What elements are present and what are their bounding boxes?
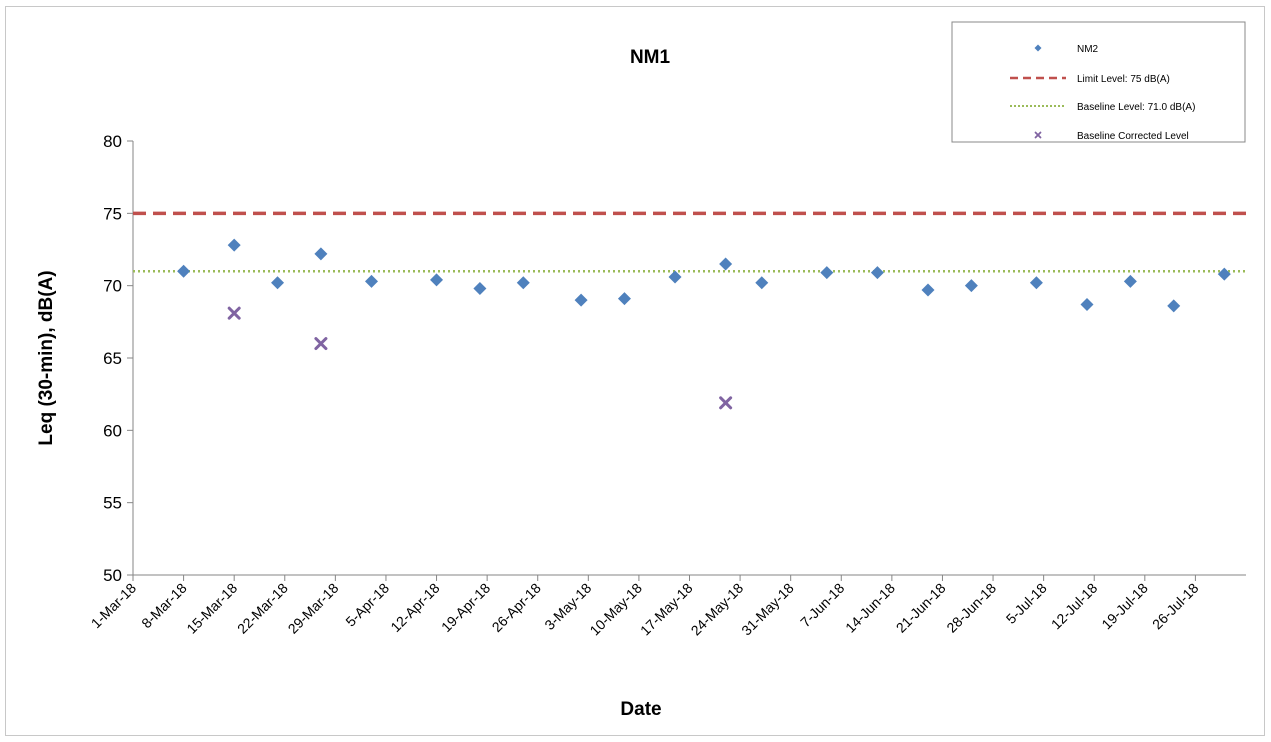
x-tick-label: 5-Apr-18 (342, 580, 392, 630)
x-tick-label: 3-May-18 (541, 580, 594, 633)
nm2-point (516, 276, 530, 290)
x-tick-label: 26-Jul-18 (1149, 580, 1202, 633)
nm2-point (314, 247, 328, 261)
x-tick-label: 7-Jun-18 (797, 580, 848, 631)
chart-title: NM1 (630, 47, 671, 68)
x-tick-label: 14-Jun-18 (842, 580, 898, 636)
y-tick-label: 65 (103, 349, 122, 368)
nm2-point (617, 292, 631, 306)
x-tick-label: 8-Mar-18 (138, 580, 190, 632)
nm2-point (964, 279, 978, 293)
nm2-point (365, 274, 378, 288)
legend-corrected-swatch (1034, 131, 1042, 139)
x-tick-label: 17-May-18 (637, 580, 696, 639)
nm2-point (921, 283, 935, 297)
baseline-corrected-point (314, 337, 328, 351)
nm2-point (719, 257, 733, 271)
y-tick-label: 50 (103, 566, 122, 585)
legend-label: NM2 (1077, 44, 1099, 55)
y-tick-label: 55 (103, 494, 122, 513)
nm2-point (870, 266, 884, 280)
legend-box (951, 21, 1246, 143)
nm2-point (1123, 274, 1137, 288)
nm2-point (755, 276, 769, 290)
nm2-point (473, 282, 487, 296)
x-tick-label: 15-Mar-18 (183, 580, 240, 637)
x-tick-label: 19-Jul-18 (1098, 580, 1151, 633)
x-tick-label: 22-Mar-18 (234, 580, 291, 637)
x-tick-label: 12-Jul-18 (1048, 580, 1101, 633)
legend: NM2 Limit Level: 75 dB(A) Baseline Level: … (951, 21, 1246, 143)
nm2-point (1217, 267, 1231, 281)
x-tick-label: 10-May-18 (586, 580, 645, 639)
x-tick-label: 19-Apr-18 (438, 580, 493, 635)
legend-label: Baseline Level: 71.0 dB(A) (1077, 102, 1195, 113)
x-tick-label: 28-Jun-18 (943, 580, 999, 636)
y-axis-label: Leq (30-min), dB(A) (36, 270, 57, 445)
x-tick-label: 12-Apr-18 (387, 580, 442, 635)
reference-lines (133, 211, 1246, 273)
y-tick-label: 75 (103, 204, 122, 223)
baseline-corrected-point (227, 306, 241, 320)
nm2-point (271, 276, 285, 290)
baseline-corrected-point (719, 396, 733, 410)
legend-nm2-swatch (1034, 44, 1042, 52)
y-tick-label: 80 (103, 132, 122, 151)
y-tick-label: 60 (103, 421, 122, 440)
x-tick-label: 24-May-18 (688, 580, 747, 639)
nm2-point (227, 238, 241, 252)
x-tick-label: 29-Mar-18 (284, 580, 341, 637)
legend-label: Baseline Corrected Level (1077, 131, 1189, 142)
nm2-point (574, 293, 588, 307)
legend-label: Limit Level: 75 dB(A) (1077, 74, 1170, 85)
nm2-point (1029, 276, 1043, 290)
x-tick-label: 5-Jul-18 (1003, 580, 1050, 627)
nm2-point (1167, 299, 1181, 313)
nm2-point (820, 266, 834, 280)
nm2-point (177, 264, 191, 278)
x-tick-label: 26-Apr-18 (489, 580, 544, 635)
x-tick-label: 21-Jun-18 (893, 580, 949, 636)
nm2-point (430, 273, 444, 287)
x-tick-label: 1-Mar-18 (88, 580, 140, 632)
y-tick-label: 70 (103, 277, 122, 296)
nm2-point (1080, 297, 1094, 311)
chart-frame: NM1 50 55 60 65 70 75 80 1-Mar-18 8-Mar-18 15-Mar… (5, 6, 1265, 736)
data-points (177, 238, 1231, 410)
chart-svg: NM1 50 55 60 65 70 75 80 1-Mar-18 8-Mar-1815-Mar… (36, 21, 1246, 720)
x-axis-label: Date (620, 699, 661, 720)
x-tick-label: 31-May-18 (738, 580, 797, 639)
nm2-point (668, 270, 682, 284)
